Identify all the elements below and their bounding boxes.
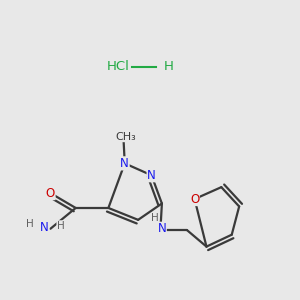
Text: O: O [190,193,199,206]
Text: N: N [40,221,49,234]
Text: H: H [57,221,65,231]
Text: O: O [46,187,55,200]
Text: HCl: HCl [106,60,129,73]
Text: N: N [158,222,166,235]
Text: N: N [120,157,129,170]
Text: N: N [147,169,156,182]
Text: H: H [164,60,173,73]
Text: H: H [151,213,158,224]
Text: CH₃: CH₃ [116,132,136,142]
Text: H: H [26,219,34,229]
